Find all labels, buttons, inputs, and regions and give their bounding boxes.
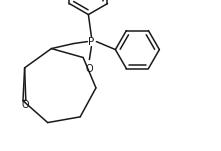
Text: O: O	[22, 100, 30, 110]
Text: P: P	[88, 37, 95, 47]
Text: O: O	[86, 64, 93, 74]
